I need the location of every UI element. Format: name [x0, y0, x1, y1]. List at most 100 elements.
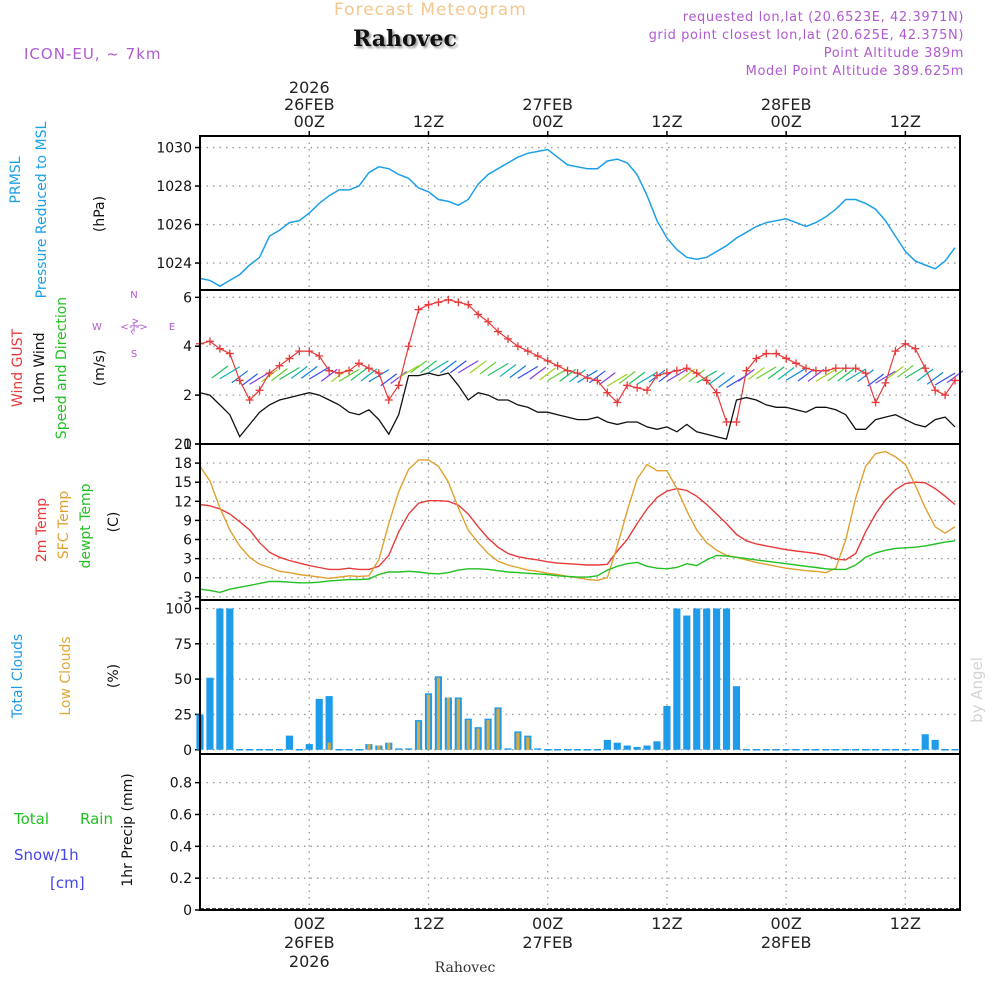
gust-marker	[851, 364, 860, 373]
precip-tick-label: 0.2	[170, 871, 192, 887]
temp-tick-label: 0	[183, 571, 192, 587]
clouds-unit: (%)	[106, 664, 122, 688]
requested-coords: requested lon,lat (20.6523E, 42.3971N)	[682, 10, 964, 25]
wind-direction-arrow	[487, 362, 509, 376]
total-cloud-bar	[693, 608, 701, 750]
wind-direction-arrow	[896, 364, 914, 378]
precip-tick-label: 0.6	[170, 807, 192, 823]
wind-direction-arrow	[320, 368, 338, 382]
gust-marker	[205, 337, 214, 346]
wind-direction-arrow	[618, 371, 636, 385]
bottom-time-label: 12Z	[651, 914, 682, 933]
top-time-label: 12Z	[890, 112, 921, 131]
low-cloud-bar	[327, 742, 331, 750]
top-time-label: 12Z	[413, 112, 444, 131]
temp-tick-label: 6	[183, 533, 192, 549]
gust-marker	[951, 376, 960, 385]
bottom-date-label: 27FEB	[522, 933, 573, 952]
gust-marker	[682, 364, 691, 373]
wind-direction-arrow	[517, 365, 539, 379]
clouds-tick-label: 0	[183, 743, 192, 759]
total-cloud-bar	[683, 615, 691, 750]
gust-marker	[494, 327, 503, 336]
low-cloud-bar	[436, 677, 441, 750]
total-cloud-bar	[732, 686, 741, 750]
temp-tick-label: 21	[174, 437, 192, 453]
pressure-tick-label: 1028	[156, 179, 192, 195]
total-cloud-bar	[653, 741, 661, 750]
gust-marker	[215, 344, 224, 353]
precip-snow-unit-label: [cm]	[50, 874, 85, 892]
gust-marker	[871, 398, 880, 407]
gust-marker	[464, 300, 473, 309]
temp-sfc-label: SFC Temp	[56, 491, 72, 560]
wind-direction-arrow	[636, 371, 658, 385]
low-cloud-bar	[416, 721, 421, 750]
low-cloud-bar	[446, 697, 450, 750]
gust-marker	[424, 300, 433, 309]
gust-marker	[672, 366, 681, 375]
top-date-label: 26FEB	[284, 95, 335, 114]
gust-marker	[652, 371, 661, 380]
gust-marker	[712, 388, 721, 397]
gust-marker	[414, 305, 423, 314]
compass-n: N	[130, 290, 137, 301]
wind-direction-arrow	[380, 373, 398, 387]
clouds-tick-label: 25	[174, 707, 192, 723]
gust-marker	[573, 369, 582, 378]
gust-marker	[821, 366, 830, 375]
total-cloud-bar	[534, 748, 542, 750]
wind-direction-arrow	[308, 366, 330, 380]
wind-direction-arrow	[718, 374, 735, 388]
low-cloud-bar	[486, 720, 490, 750]
gust-marker	[325, 366, 334, 375]
clouds-tick-label: 100	[165, 601, 192, 617]
gust-marker	[364, 364, 373, 373]
wind-tick-label: 6	[183, 290, 192, 306]
gust-marker	[861, 369, 870, 378]
gust-marker	[543, 356, 552, 365]
total-cloud-bar	[206, 677, 214, 750]
point-altitude: Point Altitude 389m	[823, 46, 964, 61]
pressure-tick-label: 1026	[156, 218, 192, 234]
gust-marker	[593, 376, 602, 385]
temp-2m-label: 2m Temp	[34, 498, 50, 562]
bottom-time-label: 00Z	[294, 914, 325, 933]
pressure-tick-label: 1024	[156, 256, 192, 272]
gust-marker	[702, 376, 711, 385]
total-clouds-label: Total Clouds	[10, 634, 26, 719]
gust-marker	[643, 386, 652, 395]
wind-direction-label: Speed and Direction	[54, 297, 70, 439]
gust-marker	[335, 369, 344, 378]
gust-marker	[533, 352, 542, 360]
gust-marker	[315, 352, 324, 360]
gust-marker	[603, 388, 612, 397]
gust-marker	[802, 364, 811, 373]
bottom-time-label: 12Z	[413, 914, 444, 933]
low-cloud-bar	[456, 698, 460, 750]
wind-direction-arrow	[457, 360, 479, 374]
gust-marker	[225, 349, 234, 358]
total-cloud-bar	[285, 735, 293, 750]
precip-unit: 1hr Precip (mm)	[120, 773, 136, 886]
gust-marker	[295, 347, 304, 356]
pressure-label-short: PRMSL	[8, 156, 24, 203]
wind-direction-arrow	[428, 360, 449, 374]
wind-direction-arrow	[926, 371, 944, 385]
top-time-label: 00Z	[294, 112, 325, 131]
bottom-time-label: 00Z	[770, 914, 801, 933]
wind-direction-arrow	[598, 372, 616, 386]
gust-marker	[792, 359, 801, 368]
total-cloud-bar	[643, 745, 651, 750]
gust-marker	[831, 364, 840, 373]
gust-marker	[275, 361, 284, 370]
total-cloud-bar	[722, 608, 731, 750]
low-cloud-bar	[367, 744, 371, 750]
wind-direction-arrow	[499, 364, 517, 378]
wind-direction-arrow	[916, 368, 934, 382]
gust-marker	[623, 381, 632, 390]
grid-point-coords: grid point closest lon,lat (20.625E, 42.…	[648, 28, 964, 43]
total-cloud-bar	[405, 748, 413, 750]
wind-direction-arrow	[290, 365, 308, 379]
gust-marker	[235, 376, 244, 385]
